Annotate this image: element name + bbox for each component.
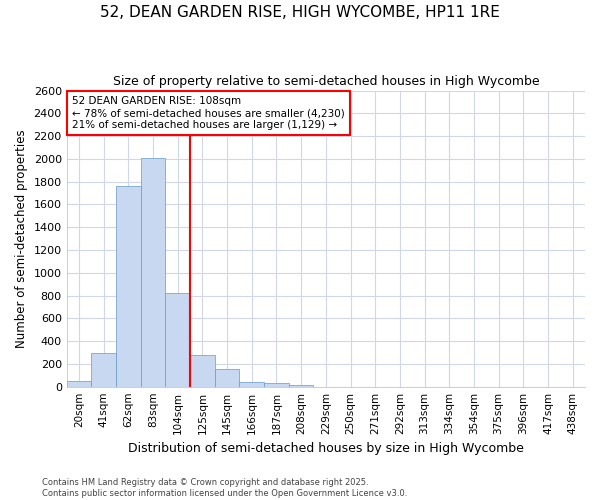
Bar [239, 382, 264, 386]
Bar [91, 352, 116, 386]
Bar [264, 384, 289, 386]
Bar [116, 186, 141, 386]
Bar [67, 381, 91, 386]
Text: Contains HM Land Registry data © Crown copyright and database right 2025.
Contai: Contains HM Land Registry data © Crown c… [42, 478, 407, 498]
Bar [190, 355, 215, 386]
Bar [166, 294, 190, 386]
Text: 52 DEAN GARDEN RISE: 108sqm
← 78% of semi-detached houses are smaller (4,230)
21: 52 DEAN GARDEN RISE: 108sqm ← 78% of sem… [72, 96, 344, 130]
Bar [141, 158, 166, 386]
Bar [289, 385, 313, 386]
Bar [215, 369, 239, 386]
X-axis label: Distribution of semi-detached houses by size in High Wycombe: Distribution of semi-detached houses by … [128, 442, 524, 455]
Text: 52, DEAN GARDEN RISE, HIGH WYCOMBE, HP11 1RE: 52, DEAN GARDEN RISE, HIGH WYCOMBE, HP11… [100, 5, 500, 20]
Y-axis label: Number of semi-detached properties: Number of semi-detached properties [15, 130, 28, 348]
Title: Size of property relative to semi-detached houses in High Wycombe: Size of property relative to semi-detach… [113, 75, 539, 88]
